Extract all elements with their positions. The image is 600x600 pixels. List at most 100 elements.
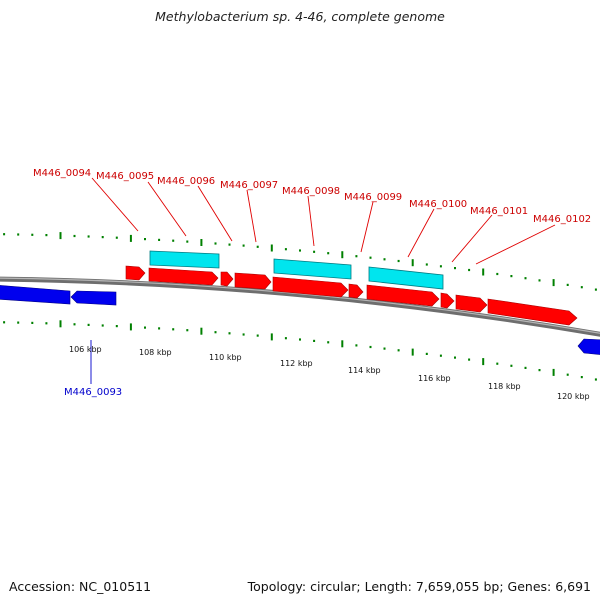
genome-backbone-highlight: [0, 277, 600, 334]
inner-tick: [439, 354, 442, 357]
callout-line-m446-0096: [197, 185, 233, 242]
inner-tick: [538, 369, 541, 372]
inner-tick: [552, 368, 555, 376]
inner-tick: [115, 325, 118, 328]
gene-arrow-reverse-right[interactable]: [577, 338, 600, 355]
inner-tick-ring: [3, 320, 597, 381]
inner-tick: [496, 362, 499, 365]
outer-tick: [172, 239, 175, 242]
outer-tick: [383, 258, 386, 261]
inner-tick: [186, 329, 189, 332]
gene-arrow-m446-0102b[interactable]: [487, 298, 578, 326]
inner-tick: [228, 332, 231, 335]
inner-tick: [31, 321, 34, 324]
gene-arrow-m446-0093[interactable]: [70, 290, 117, 306]
inner-tick: [468, 358, 471, 361]
inner-tick: [327, 341, 330, 344]
genome-summary-text: Topology: circular; Length: 7,659,055 bp…: [247, 579, 591, 594]
outer-tick: [411, 259, 414, 267]
map-title: Methylobacterium sp. 4-46, complete geno…: [155, 9, 445, 24]
outer-tick: [144, 238, 146, 241]
outer-tick: [242, 244, 245, 247]
outer-tick: [313, 250, 316, 253]
gene-arrow-m446-0100[interactable]: [366, 284, 440, 307]
outer-tick: [425, 263, 428, 266]
gene-label[interactable]: M446_0094: [33, 168, 91, 179]
inner-tick: [59, 320, 62, 328]
feature-track: [149, 250, 444, 290]
outer-tick: [369, 256, 372, 259]
gene-label[interactable]: M446_0098: [282, 186, 340, 197]
gene-arrow-m446-0097[interactable]: [234, 272, 272, 290]
inner-tick: [270, 333, 273, 341]
outer-tick: [510, 275, 513, 278]
gene-label[interactable]: M446_0097: [220, 180, 278, 191]
inner-tick: [299, 338, 301, 341]
outer-tick: [73, 234, 76, 238]
outer-tick: [355, 255, 358, 258]
outer-tick: [468, 268, 471, 272]
inner-tick: [369, 345, 372, 349]
inner-tick: [284, 337, 287, 340]
callout-line-m446-0097: [246, 189, 257, 243]
gene-arrow-m446-0101[interactable]: [440, 292, 455, 309]
gene-label[interactable]: M446_0100: [409, 199, 467, 210]
gene-arrow-m446-0096[interactable]: [220, 271, 234, 287]
inner-tick: [73, 323, 76, 326]
outer-tick: [580, 286, 583, 289]
scale-label: 114 kbp: [348, 366, 381, 375]
gene-label[interactable]: M446_0093: [64, 387, 122, 398]
outer-tick: [129, 234, 132, 242]
outer-tick: [186, 240, 189, 243]
inner-tick: [214, 331, 217, 334]
outer-tick: [299, 249, 301, 252]
outer-tick: [17, 233, 20, 236]
gene-arrow-m446-0102a[interactable]: [455, 294, 488, 313]
gene-arrow-m446-0094[interactable]: [125, 265, 146, 281]
outer-tick: [284, 248, 287, 251]
forward-callout-lines: [91, 177, 556, 265]
gene-arrow-m446-0098[interactable]: [272, 276, 349, 298]
inner-tick: [566, 373, 569, 376]
forward-gene-labels: M446_0094 M446_0095 M446_0096 M446_0097 …: [33, 168, 591, 225]
inner-tick: [454, 356, 456, 359]
feature-block[interactable]: [273, 258, 352, 280]
gene-arrow-reverse-left[interactable]: [0, 285, 71, 305]
scale-label: 110 kbp: [209, 353, 242, 362]
gene-arrow-m446-0099[interactable]: [348, 283, 364, 299]
gene-label[interactable]: M446_0101: [470, 206, 528, 217]
inner-tick: [172, 328, 175, 331]
outer-tick: [566, 283, 569, 286]
outer-tick: [31, 233, 34, 236]
outer-tick: [454, 267, 456, 270]
gene-label[interactable]: M446_0099: [344, 192, 402, 203]
outer-tick: [341, 251, 344, 259]
gene-arrow-m446-0095[interactable]: [148, 267, 219, 286]
inner-tick: [3, 321, 6, 324]
forward-gene-track: [125, 265, 578, 326]
inner-tick: [17, 321, 20, 324]
outer-tick: [59, 232, 62, 240]
outer-tick: [327, 252, 330, 255]
outer-tick: [45, 234, 48, 237]
outer-tick: [87, 235, 90, 238]
outer-tick: [594, 288, 597, 291]
outer-tick: [115, 236, 118, 239]
inner-tick: [129, 323, 132, 331]
genome-backbone: [0, 276, 600, 337]
gene-label[interactable]: M446_0102: [533, 214, 591, 225]
inner-tick: [341, 340, 344, 348]
gene-label[interactable]: M446_0095: [96, 171, 154, 182]
scale-label: 118 kbp: [488, 382, 521, 391]
gene-label[interactable]: M446_0096: [157, 176, 215, 187]
outer-tick: [256, 245, 259, 248]
inner-tick: [397, 349, 400, 352]
callout-line-m446-0095: [147, 181, 187, 237]
inner-tick: [313, 339, 316, 342]
outer-tick: [397, 259, 400, 263]
inner-tick: [256, 334, 259, 337]
accession-text: Accession: NC_010511: [9, 579, 152, 594]
feature-block[interactable]: [368, 266, 444, 290]
feature-block[interactable]: [149, 250, 220, 269]
